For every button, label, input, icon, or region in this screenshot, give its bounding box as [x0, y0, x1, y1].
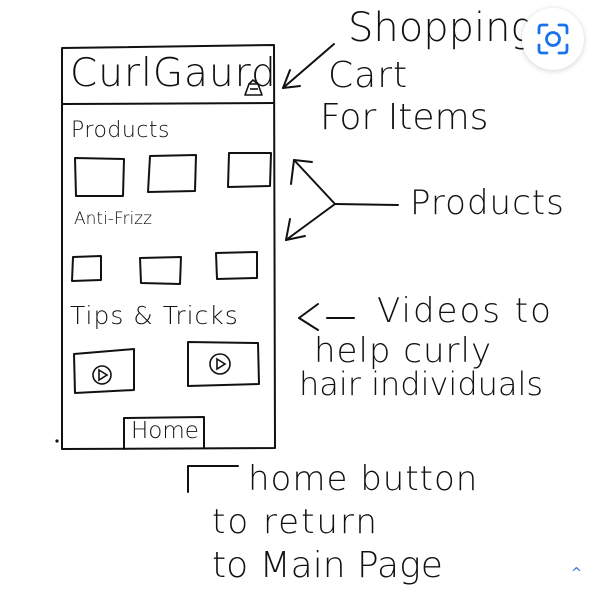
annotation-home-line2: to return	[212, 502, 379, 542]
anti-frizz-tile	[215, 251, 258, 280]
annotation-home-line1: home button	[248, 459, 479, 499]
chevron-up-icon[interactable]: ^	[571, 566, 582, 581]
section-title-products: Products	[71, 118, 170, 143]
home-button-frame	[123, 416, 205, 450]
annotation-videos-line3: hair individuals	[299, 365, 544, 403]
google-lens-icon	[537, 23, 569, 55]
annotation-videos-line2: help curly	[314, 331, 493, 371]
play-icon	[92, 365, 112, 385]
annotation-cart-line3: For Items	[320, 97, 489, 138]
annotation-cart-line1: Shopping	[348, 5, 535, 51]
phone-frame	[61, 44, 276, 450]
videos-arrow	[298, 303, 319, 319]
annotation-cart-line2: Cart	[328, 55, 409, 96]
section-title-anti-frizz: Anti-Frizz	[74, 209, 153, 229]
anti-frizz-tile	[71, 255, 102, 282]
cart-arrow	[282, 43, 335, 89]
annotation-home-line3: to Main Page	[212, 545, 443, 586]
product-tile	[147, 154, 197, 193]
brand-title: CurlGaurd	[70, 51, 277, 96]
shopping-cart-icon	[244, 79, 263, 96]
google-lens-button[interactable]	[522, 8, 584, 70]
home-button[interactable]: Home	[131, 418, 199, 444]
video-tile	[187, 341, 260, 387]
anti-frizz-tile	[139, 256, 182, 285]
section-title-tips-tricks: Tips & Tricks	[70, 301, 239, 330]
video-tile	[73, 348, 135, 394]
home-arrow	[187, 465, 239, 493]
product-tile	[227, 152, 272, 188]
play-icon	[209, 353, 231, 375]
header-divider	[61, 102, 275, 105]
annotation-products: Products	[410, 183, 565, 223]
product-tile	[74, 157, 125, 197]
annotation-videos-line1: Videos to	[377, 291, 553, 331]
